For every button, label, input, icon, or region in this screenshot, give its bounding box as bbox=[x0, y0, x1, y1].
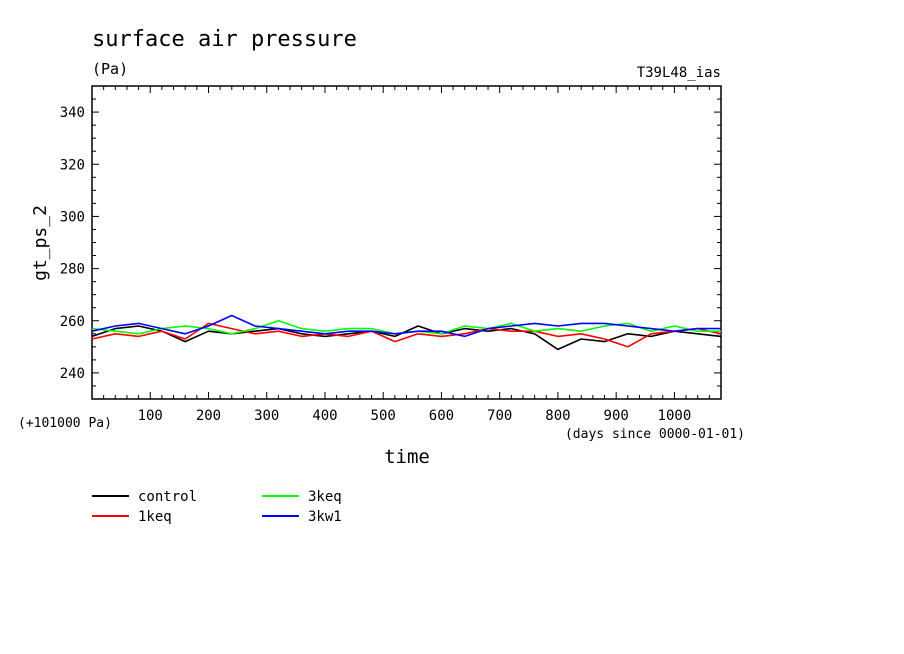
axis-ticks bbox=[92, 86, 721, 399]
y-tick-label: 340 bbox=[60, 105, 85, 121]
x-tick-label: 600 bbox=[429, 408, 454, 424]
chart-units: (Pa) bbox=[92, 60, 128, 78]
series-line-1keq bbox=[91, 322, 722, 348]
chart-title: surface air pressure bbox=[92, 27, 357, 52]
y-tick-label: 320 bbox=[60, 157, 85, 173]
x-tick-label: 500 bbox=[371, 408, 396, 424]
series-lines bbox=[91, 314, 722, 351]
x-tick-label: 1000 bbox=[658, 408, 692, 424]
y-tick-labels: 240 260 280 300 320 340 bbox=[60, 105, 85, 382]
x-axis-label: time bbox=[384, 446, 430, 468]
x-tick-label: 200 bbox=[196, 408, 221, 424]
x-tick-label: 700 bbox=[487, 408, 512, 424]
x-tick-label: 900 bbox=[604, 408, 629, 424]
x-tick-labels: 100 200 300 400 500 600 700 800 900 1000 bbox=[138, 408, 692, 424]
legend-label: control bbox=[138, 489, 197, 505]
offset-note: (+101000 Pa) bbox=[18, 416, 112, 431]
y-axis-label: gt_ps_2 bbox=[30, 205, 51, 281]
y-tick-label: 300 bbox=[60, 209, 85, 225]
x-tick-label: 300 bbox=[254, 408, 279, 424]
series-line-3kw1 bbox=[91, 314, 721, 338]
plot-frame bbox=[91, 85, 722, 400]
x-tick-label: 100 bbox=[138, 408, 163, 424]
experiment-label: T39L48_ias bbox=[637, 65, 721, 81]
x-units-label: (days since 0000-01-01) bbox=[565, 427, 745, 442]
y-tick-label: 260 bbox=[60, 314, 85, 330]
legend-label: 1keq bbox=[138, 509, 172, 525]
x-tick-label: 400 bbox=[312, 408, 337, 424]
x-tick-label: 800 bbox=[545, 408, 570, 424]
y-tick-label: 240 bbox=[60, 366, 85, 382]
legend: control 1keq 3keq 3kw1 bbox=[92, 489, 342, 525]
legend-label: 3keq bbox=[308, 489, 342, 505]
series-line-control bbox=[91, 325, 722, 351]
legend-label: 3kw1 bbox=[308, 509, 342, 525]
y-tick-label: 280 bbox=[60, 262, 85, 278]
